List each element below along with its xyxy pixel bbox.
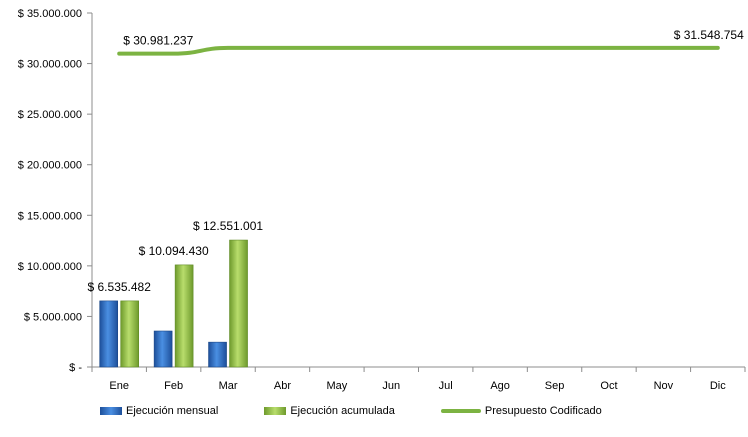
legend-swatch-presupuesto-codificado: [440, 409, 481, 413]
line-point-nov: [661, 46, 665, 50]
legend-label: Presupuesto Codificado: [484, 405, 602, 417]
x-tick-label: May: [326, 380, 347, 392]
line-presupuesto-codificado: [117, 45, 720, 56]
line-point-ene: [117, 52, 121, 56]
data-label: $ 31.548.754: [674, 28, 744, 42]
legend-label: Ejecución mensual: [126, 405, 219, 417]
line-point-may: [335, 46, 339, 50]
data-label: $ 30.981.237: [123, 34, 193, 48]
x-tick-label: Nov: [654, 380, 674, 392]
bar-ejecuci-n-mensual-mar: [208, 341, 227, 368]
y-tick-label: $ 30.000.000: [18, 59, 82, 71]
legend: Ejecución mensual Ejecución acumulada Pr…: [100, 403, 648, 419]
legend-item-ejecucion-mensual: Ejecución mensual: [100, 405, 218, 417]
legend-label: Ejecución acumulada: [290, 405, 395, 417]
line-point-jul: [444, 46, 448, 50]
y-tick-label: $ -: [69, 362, 82, 374]
data-label: $ 6.535.482: [88, 280, 152, 294]
x-tick-label: Ene: [109, 380, 129, 392]
x-tick-label: Abr: [274, 380, 291, 392]
line-point-jun: [389, 46, 393, 50]
bar-ejecuci-n-acumulada-feb: [174, 264, 194, 368]
bar-ejecuci-n-acumulada-ene: [120, 300, 140, 368]
x-tick-label: Oct: [600, 380, 617, 392]
line-point-abr: [280, 46, 284, 50]
line-point-oct: [607, 46, 611, 50]
line-point-ago: [498, 46, 502, 50]
y-tick-label: $ 15.000.000: [18, 210, 82, 222]
line-point-dic: [716, 46, 720, 50]
x-tick-label: Mar: [219, 380, 238, 392]
y-tick-label: $ 20.000.000: [18, 160, 82, 172]
y-tick-label: $ 35.000.000: [18, 8, 82, 20]
x-tick-label: Ago: [490, 380, 510, 392]
x-tick-label: Jul: [439, 380, 453, 392]
x-tick-label: Dic: [710, 380, 726, 392]
line-point-mar: [226, 46, 230, 50]
x-tick-label: Jun: [382, 380, 400, 392]
x-tick-label: Sep: [545, 380, 565, 392]
line-point-feb: [172, 52, 176, 56]
data-label: $ 10.094.430: [139, 244, 209, 258]
bar-ejecuci-n-acumulada-mar: [229, 239, 248, 368]
line-point-sep: [553, 46, 557, 50]
legend-swatch-ejecucion-acumulada: [264, 407, 287, 415]
legend-swatch-ejecucion-mensual: [100, 407, 122, 415]
legend-item-ejecucion-acumulada: Ejecución acumulada: [264, 405, 395, 417]
bar-ejecuci-n-mensual-feb: [153, 330, 173, 368]
data-label: $ 12.551.001: [193, 219, 263, 233]
y-tick-label: $ 25.000.000: [18, 109, 82, 121]
y-tick-label: $ 5.000.000: [24, 311, 82, 323]
legend-item-presupuesto-codificado: Presupuesto Codificado: [440, 405, 602, 417]
x-tick-label: Feb: [164, 380, 183, 392]
y-tick-label: $ 10.000.000: [18, 261, 82, 273]
bar-ejecuci-n-mensual-ene: [99, 300, 119, 368]
